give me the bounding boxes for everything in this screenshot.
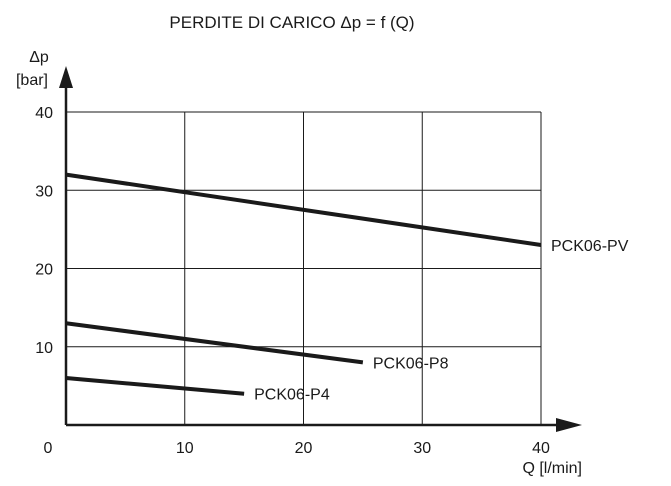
- x-tick-label: 40: [532, 440, 550, 457]
- x-axis-arrow: [556, 418, 582, 432]
- grid: [66, 111, 542, 425]
- axes: [59, 66, 582, 432]
- x-axis-label: Q [l/min]: [522, 460, 582, 477]
- y-axis-unit: [bar]: [16, 72, 48, 89]
- series-line: [65, 172, 542, 248]
- y-tick-label: 10: [35, 340, 53, 357]
- tick-labels: 0 10 20 30 40 10 20 30 40: [35, 105, 550, 457]
- x-tick-label: 0: [44, 440, 53, 457]
- series-line: [65, 376, 245, 396]
- x-tick-label: 30: [413, 440, 431, 457]
- series-label: PCK06-P8: [373, 355, 449, 372]
- y-tick-label: 20: [35, 262, 53, 279]
- series-label: PCK06-PV: [551, 238, 629, 255]
- y-tick-label: 30: [35, 183, 53, 200]
- chart-title: PERDITE DI CARICO Δp = f (Q): [169, 13, 414, 32]
- x-tick-label: 20: [295, 440, 313, 457]
- y-tick-label: 40: [35, 105, 53, 122]
- series-line: [65, 321, 364, 365]
- y-axis-arrow: [59, 66, 73, 88]
- x-tick-label: 10: [176, 440, 194, 457]
- series-lines: PCK06-PV PCK06-P8 PCK06-P4: [65, 172, 629, 404]
- y-axis-symbol: Δp: [29, 49, 49, 66]
- series-label: PCK06-P4: [254, 387, 330, 404]
